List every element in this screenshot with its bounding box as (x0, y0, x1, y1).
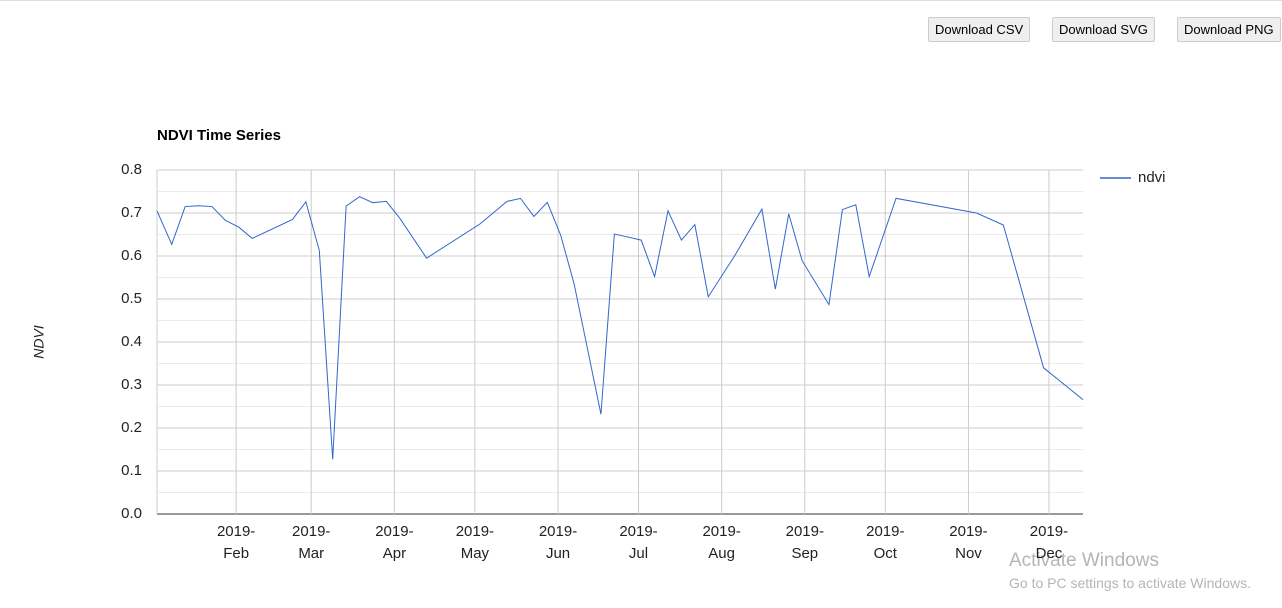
chart-title: NDVI Time Series (157, 127, 281, 144)
legend-label: ndvi (1138, 169, 1166, 186)
x-tick-label: 2019-Mar (292, 523, 331, 562)
x-tick-label: 2019-Aug (702, 523, 741, 562)
y-axis-label: NDVI (31, 325, 47, 359)
x-tick-label: 2019-May (455, 523, 495, 562)
data-line (156, 196, 1084, 460)
y-tick-label: 0.8 (121, 161, 142, 178)
x-tick-label: 2019-Oct (866, 523, 905, 562)
y-tick-label: 0.2 (121, 419, 142, 436)
y-tick-label: 0.3 (121, 376, 142, 393)
download-png-button[interactable]: Download PNG (1177, 17, 1281, 42)
x-tick-label: 2019-Dec (1029, 523, 1069, 562)
y-tick-label: 0.1 (121, 462, 142, 479)
x-tick-label: 2019-Jul (619, 523, 658, 562)
x-tick-label: 2019-Sep (785, 523, 824, 562)
watermark-subtitle: Go to PC settings to activate Windows. (1009, 575, 1251, 591)
x-tick-label: 2019-Apr (375, 523, 414, 562)
download-svg-button[interactable]: Download SVG (1052, 17, 1155, 42)
x-tick-label: 2019-Nov (949, 523, 988, 562)
y-tick-label: 0.6 (121, 247, 142, 264)
y-tick-label: 0.5 (121, 290, 142, 307)
watermark-title: Activate Windows (1009, 550, 1159, 571)
y-tick-label: 0.4 (121, 333, 142, 350)
x-tick-label: 2019-Jun (538, 523, 578, 562)
y-tick-label: 0.7 (121, 204, 142, 221)
y-tick-label: 0.0 (121, 505, 142, 522)
download-csv-button[interactable]: Download CSV (928, 17, 1031, 42)
x-tick-label: 2019-Feb (216, 523, 256, 562)
